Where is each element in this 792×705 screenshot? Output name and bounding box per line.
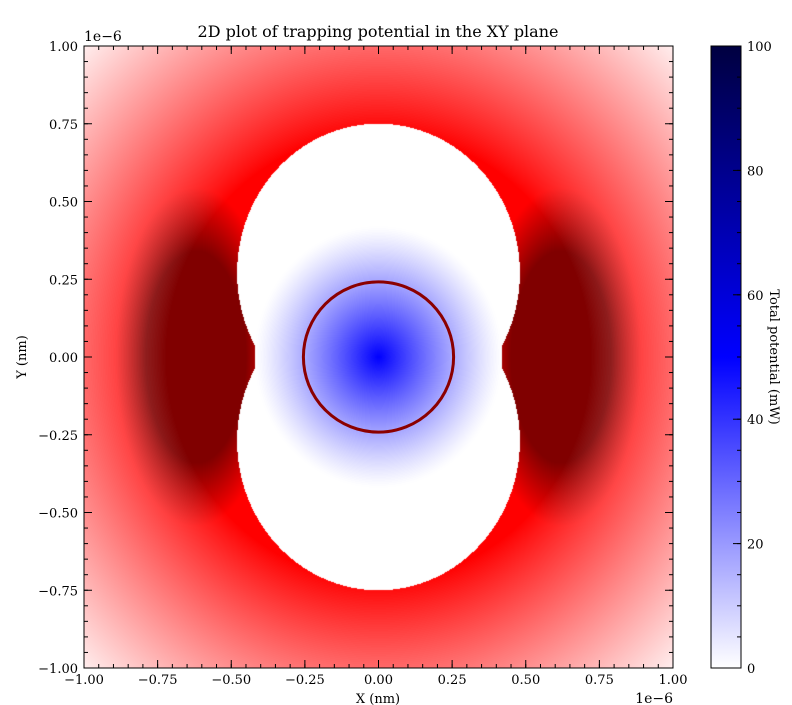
y-tick-label: 0.75 — [49, 118, 78, 133]
y-axis-ticks: −1.00 −0.75 −0.50 −0.25 0.00 0.25 0.50 0.75 1.00 — [38, 40, 673, 677]
x-axis-label: X (nm) — [356, 692, 400, 705]
y-axis-label: Y (nm) — [15, 335, 30, 380]
y-tick-label: 0.25 — [49, 273, 78, 288]
x-tick-label: −0.75 — [138, 673, 178, 688]
colorbar-tick-label: 0 — [747, 662, 755, 677]
chart-title: 2D plot of trapping potential in the XY … — [198, 22, 559, 41]
y-tick-label: 0.50 — [49, 196, 78, 211]
colorbar-tick-label: 80 — [747, 164, 764, 179]
colorbar-tick-label: 40 — [747, 413, 764, 428]
x-tick-label: 0.50 — [511, 673, 540, 688]
x-tick-label: 0.25 — [438, 673, 467, 688]
y-tick-label: −1.00 — [38, 662, 78, 677]
y-tick-label: −0.25 — [38, 429, 78, 444]
y-tick-label: 1.00 — [49, 40, 78, 55]
x-tick-label: 0.75 — [585, 673, 614, 688]
plot-area: −1.00 −0.75 −0.50 −0.25 0.00 0.25 0.50 0.75 1.00… — [38, 40, 687, 688]
trap-contour — [301, 280, 456, 434]
y-tick-label: 0.00 — [49, 351, 78, 366]
x-tick-label: 1.00 — [659, 673, 688, 688]
colorbar-tick-label: 60 — [747, 289, 764, 304]
colorbar-tick-label: 100 — [747, 40, 772, 55]
colorbar-ticks: 0 20 40 60 80 100 — [733, 40, 772, 677]
colorbar: 0 20 40 60 80 100 Total potential (mW) — [710, 40, 781, 677]
x-tick-label: −1.00 — [64, 673, 104, 688]
colorbar-gradient — [710, 45, 742, 669]
x-tick-label: −0.50 — [211, 673, 251, 688]
heatmap-image — [84, 46, 673, 668]
y-offset-text: 1e−6 — [84, 29, 122, 45]
colorbar-tick-label: 20 — [747, 538, 764, 553]
x-tick-label: −0.25 — [285, 673, 325, 688]
y-tick-label: −0.50 — [38, 507, 78, 522]
colorbar-label: Total potential (mW) — [766, 289, 781, 424]
x-axis-ticks: −1.00 −0.75 −0.50 −0.25 0.00 0.25 0.50 0.75 1.00 — [64, 46, 687, 688]
y-tick-label: −0.75 — [38, 584, 78, 599]
x-offset-text: 1e−6 — [635, 691, 673, 705]
x-tick-label: 0.00 — [364, 673, 393, 688]
